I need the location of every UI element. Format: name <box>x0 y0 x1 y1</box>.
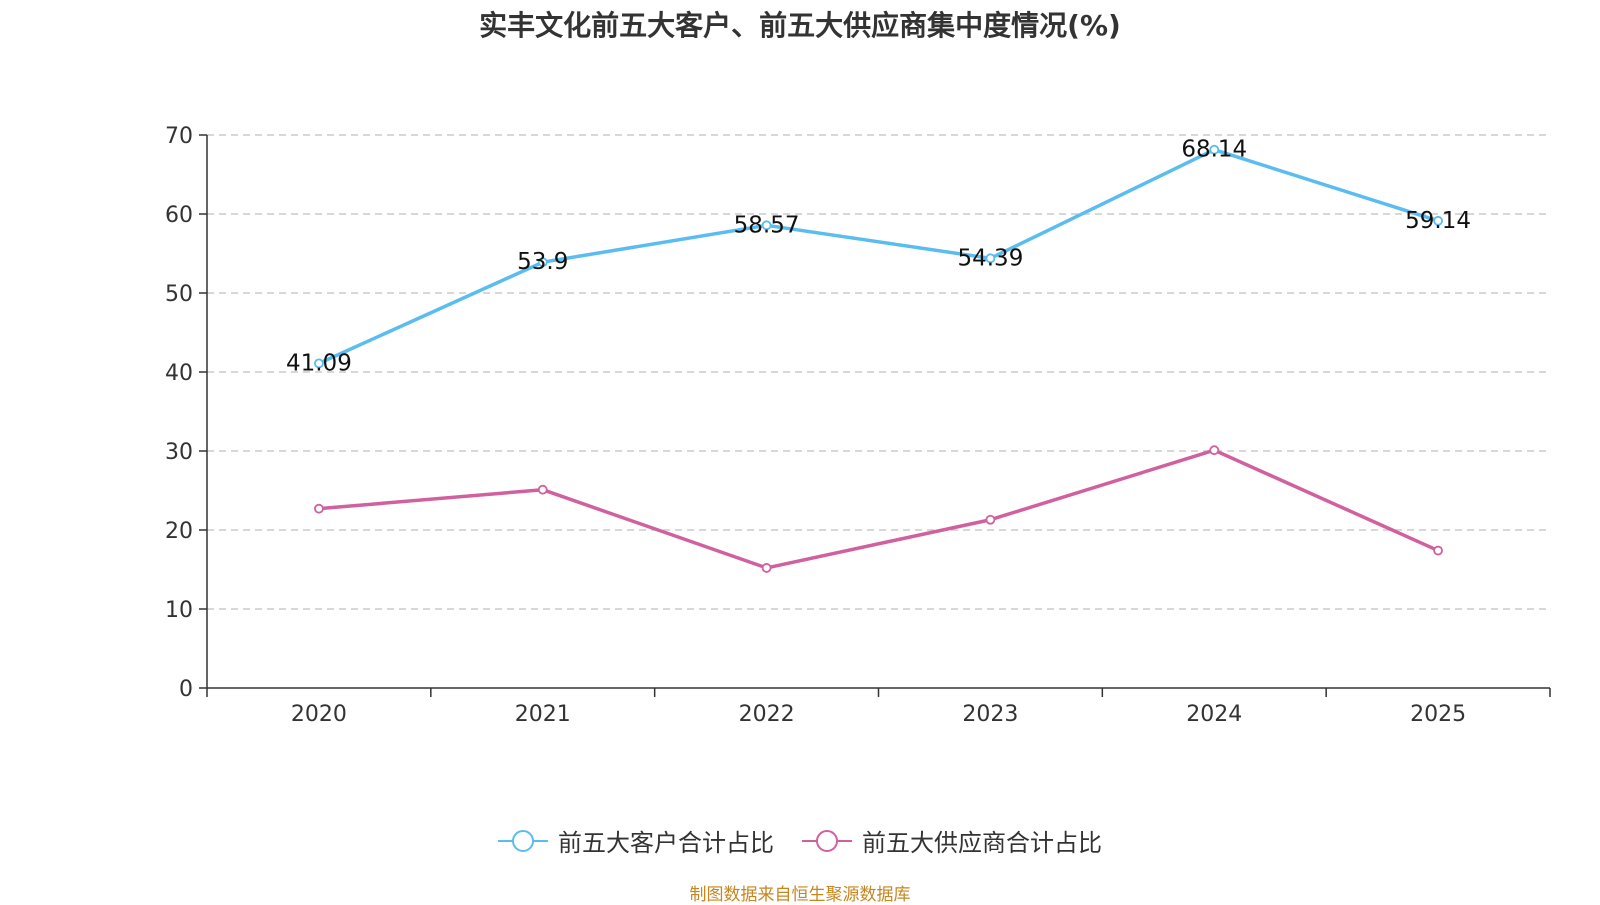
data-label: 59.14 <box>1405 208 1471 234</box>
data-point <box>761 563 772 573</box>
y-tick-label: 70 <box>165 124 193 149</box>
data-point <box>1433 215 1443 226</box>
data-labels: 41.09 53.9 58.57 54.39 68.14 59.14 <box>286 137 1471 377</box>
data-point <box>537 257 548 268</box>
y-tick-label: 30 <box>165 440 193 465</box>
y-tick-label: 0 <box>179 677 193 702</box>
y-tick-label: 50 <box>165 282 193 307</box>
grid-lines <box>207 134 1550 610</box>
data-point <box>1209 445 1220 456</box>
x-tick-label: 2020 <box>291 702 347 727</box>
data-label: 53.9 <box>517 249 568 275</box>
x-tick-label: 2022 <box>739 702 795 727</box>
chart-title: 实丰文化前五大客户、前五大供应商集中度情况(%) <box>479 9 1121 42</box>
axes: 0 10 20 30 40 50 60 70 2020 2021 2022 2023 2024 2025 <box>165 124 1551 727</box>
y-tick-label: 40 <box>165 361 193 386</box>
data-label: 68.14 <box>1181 137 1247 163</box>
data-point <box>537 484 548 495</box>
y-tick-label: 20 <box>165 519 193 544</box>
x-tick-label: 2021 <box>515 702 571 727</box>
series-line-1 <box>318 147 1439 365</box>
data-point <box>314 358 324 369</box>
series-layer <box>314 144 1443 573</box>
legend-label-customers: 前五大客户合计占比 <box>558 829 774 857</box>
legend-circle-icon <box>802 829 852 852</box>
data-point <box>314 503 324 514</box>
series-line-2 <box>318 448 1439 570</box>
legend-label-suppliers: 前五大供应商合计占比 <box>862 829 1102 857</box>
legend-circle-icon <box>498 829 548 852</box>
legend-item-suppliers[interactable]: 前五大供应商合计占比 <box>802 823 1102 858</box>
data-label: 54.39 <box>957 245 1023 271</box>
data-point <box>985 514 996 525</box>
source-note: 制图数据来自恒生聚源数据库 <box>689 885 911 905</box>
y-tick-label: 60 <box>165 203 193 228</box>
data-point <box>1433 545 1443 556</box>
x-tick-label: 2025 <box>1410 702 1466 727</box>
data-point <box>761 220 772 231</box>
legend-item-customers[interactable]: 前五大客户合计占比 <box>498 823 774 858</box>
legend: 前五大客户合计占比 前五大供应商合计占比 <box>0 823 1600 858</box>
data-label: 41.09 <box>286 350 352 376</box>
x-tick-label: 2023 <box>962 702 1018 727</box>
data-point <box>1209 144 1220 155</box>
x-tick-label: 2024 <box>1186 702 1242 727</box>
y-tick-label: 10 <box>165 598 193 623</box>
data-label: 58.57 <box>734 212 800 238</box>
data-point <box>985 253 996 264</box>
